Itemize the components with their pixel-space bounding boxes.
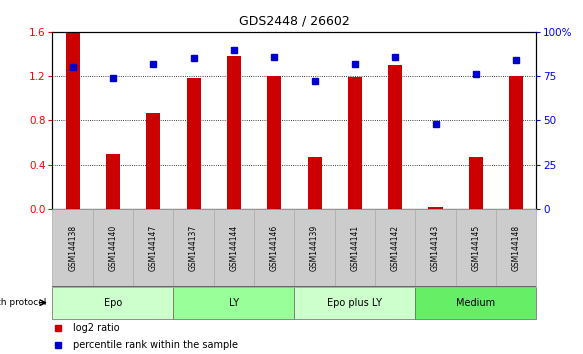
Text: growth protocol: growth protocol: [0, 298, 47, 307]
Text: GSM144141: GSM144141: [350, 225, 359, 271]
Text: GSM144138: GSM144138: [68, 225, 77, 271]
Bar: [52, 209, 93, 287]
Bar: [133, 209, 174, 287]
Bar: [187, 78, 201, 209]
Text: GSM144137: GSM144137: [189, 225, 198, 271]
Text: GSM144142: GSM144142: [391, 225, 400, 271]
Text: GSM144143: GSM144143: [431, 225, 440, 271]
Bar: [509, 76, 524, 209]
Bar: [294, 287, 415, 319]
Bar: [65, 32, 80, 209]
Bar: [214, 209, 254, 287]
Bar: [415, 287, 536, 319]
Text: GSM144145: GSM144145: [472, 225, 480, 271]
Bar: [146, 113, 160, 209]
Bar: [307, 157, 322, 209]
Bar: [496, 209, 536, 287]
Text: GSM144148: GSM144148: [512, 225, 521, 271]
Bar: [388, 65, 402, 209]
Bar: [227, 56, 241, 209]
Bar: [375, 209, 415, 287]
Bar: [335, 209, 375, 287]
Title: GDS2448 / 26602: GDS2448 / 26602: [239, 15, 350, 28]
Text: Medium: Medium: [456, 298, 496, 308]
Text: GSM144139: GSM144139: [310, 225, 319, 271]
Text: LY: LY: [229, 298, 239, 308]
Text: GSM144140: GSM144140: [108, 225, 117, 271]
Bar: [52, 287, 174, 319]
Bar: [93, 209, 133, 287]
Bar: [415, 209, 456, 287]
Text: log2 ratio: log2 ratio: [73, 322, 120, 332]
Bar: [106, 154, 120, 209]
Bar: [294, 209, 335, 287]
Text: Epo plus LY: Epo plus LY: [328, 298, 382, 308]
Bar: [429, 207, 442, 209]
Bar: [456, 209, 496, 287]
Text: GSM144147: GSM144147: [149, 225, 158, 271]
Bar: [254, 209, 294, 287]
Text: percentile rank within the sample: percentile rank within the sample: [73, 340, 238, 350]
Text: Epo: Epo: [104, 298, 122, 308]
Bar: [267, 76, 282, 209]
Bar: [174, 209, 214, 287]
Bar: [469, 157, 483, 209]
Bar: [348, 77, 362, 209]
Text: GSM144146: GSM144146: [270, 225, 279, 271]
Text: GSM144144: GSM144144: [230, 225, 238, 271]
Bar: [174, 287, 294, 319]
